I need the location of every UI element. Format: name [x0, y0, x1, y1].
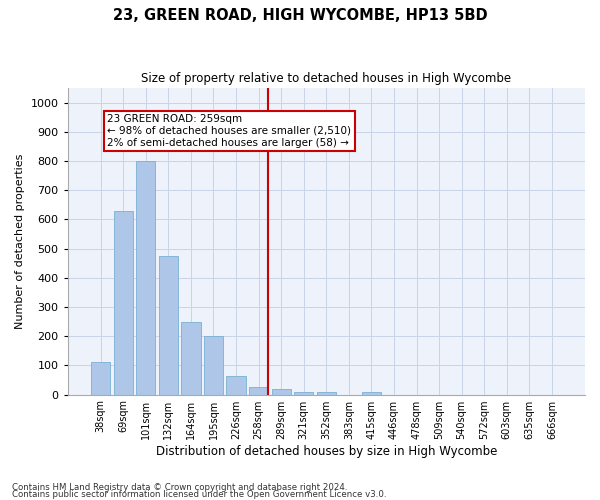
Title: Size of property relative to detached houses in High Wycombe: Size of property relative to detached ho… — [141, 72, 511, 86]
Bar — [294, 392, 313, 394]
X-axis label: Distribution of detached houses by size in High Wycombe: Distribution of detached houses by size … — [155, 444, 497, 458]
Bar — [159, 256, 178, 394]
Bar — [249, 386, 268, 394]
Bar — [226, 376, 245, 394]
Y-axis label: Number of detached properties: Number of detached properties — [15, 154, 25, 329]
Bar — [113, 212, 133, 394]
Text: Contains public sector information licensed under the Open Government Licence v3: Contains public sector information licen… — [12, 490, 386, 499]
Text: Contains HM Land Registry data © Crown copyright and database right 2024.: Contains HM Land Registry data © Crown c… — [12, 484, 347, 492]
Bar — [272, 390, 291, 394]
Bar — [362, 392, 381, 394]
Bar — [181, 322, 200, 394]
Bar — [317, 392, 336, 394]
Bar — [204, 336, 223, 394]
Text: 23, GREEN ROAD, HIGH WYCOMBE, HP13 5BD: 23, GREEN ROAD, HIGH WYCOMBE, HP13 5BD — [113, 8, 487, 22]
Text: 23 GREEN ROAD: 259sqm
← 98% of detached houses are smaller (2,510)
2% of semi-de: 23 GREEN ROAD: 259sqm ← 98% of detached … — [107, 114, 352, 148]
Bar — [136, 161, 155, 394]
Bar — [91, 362, 110, 394]
